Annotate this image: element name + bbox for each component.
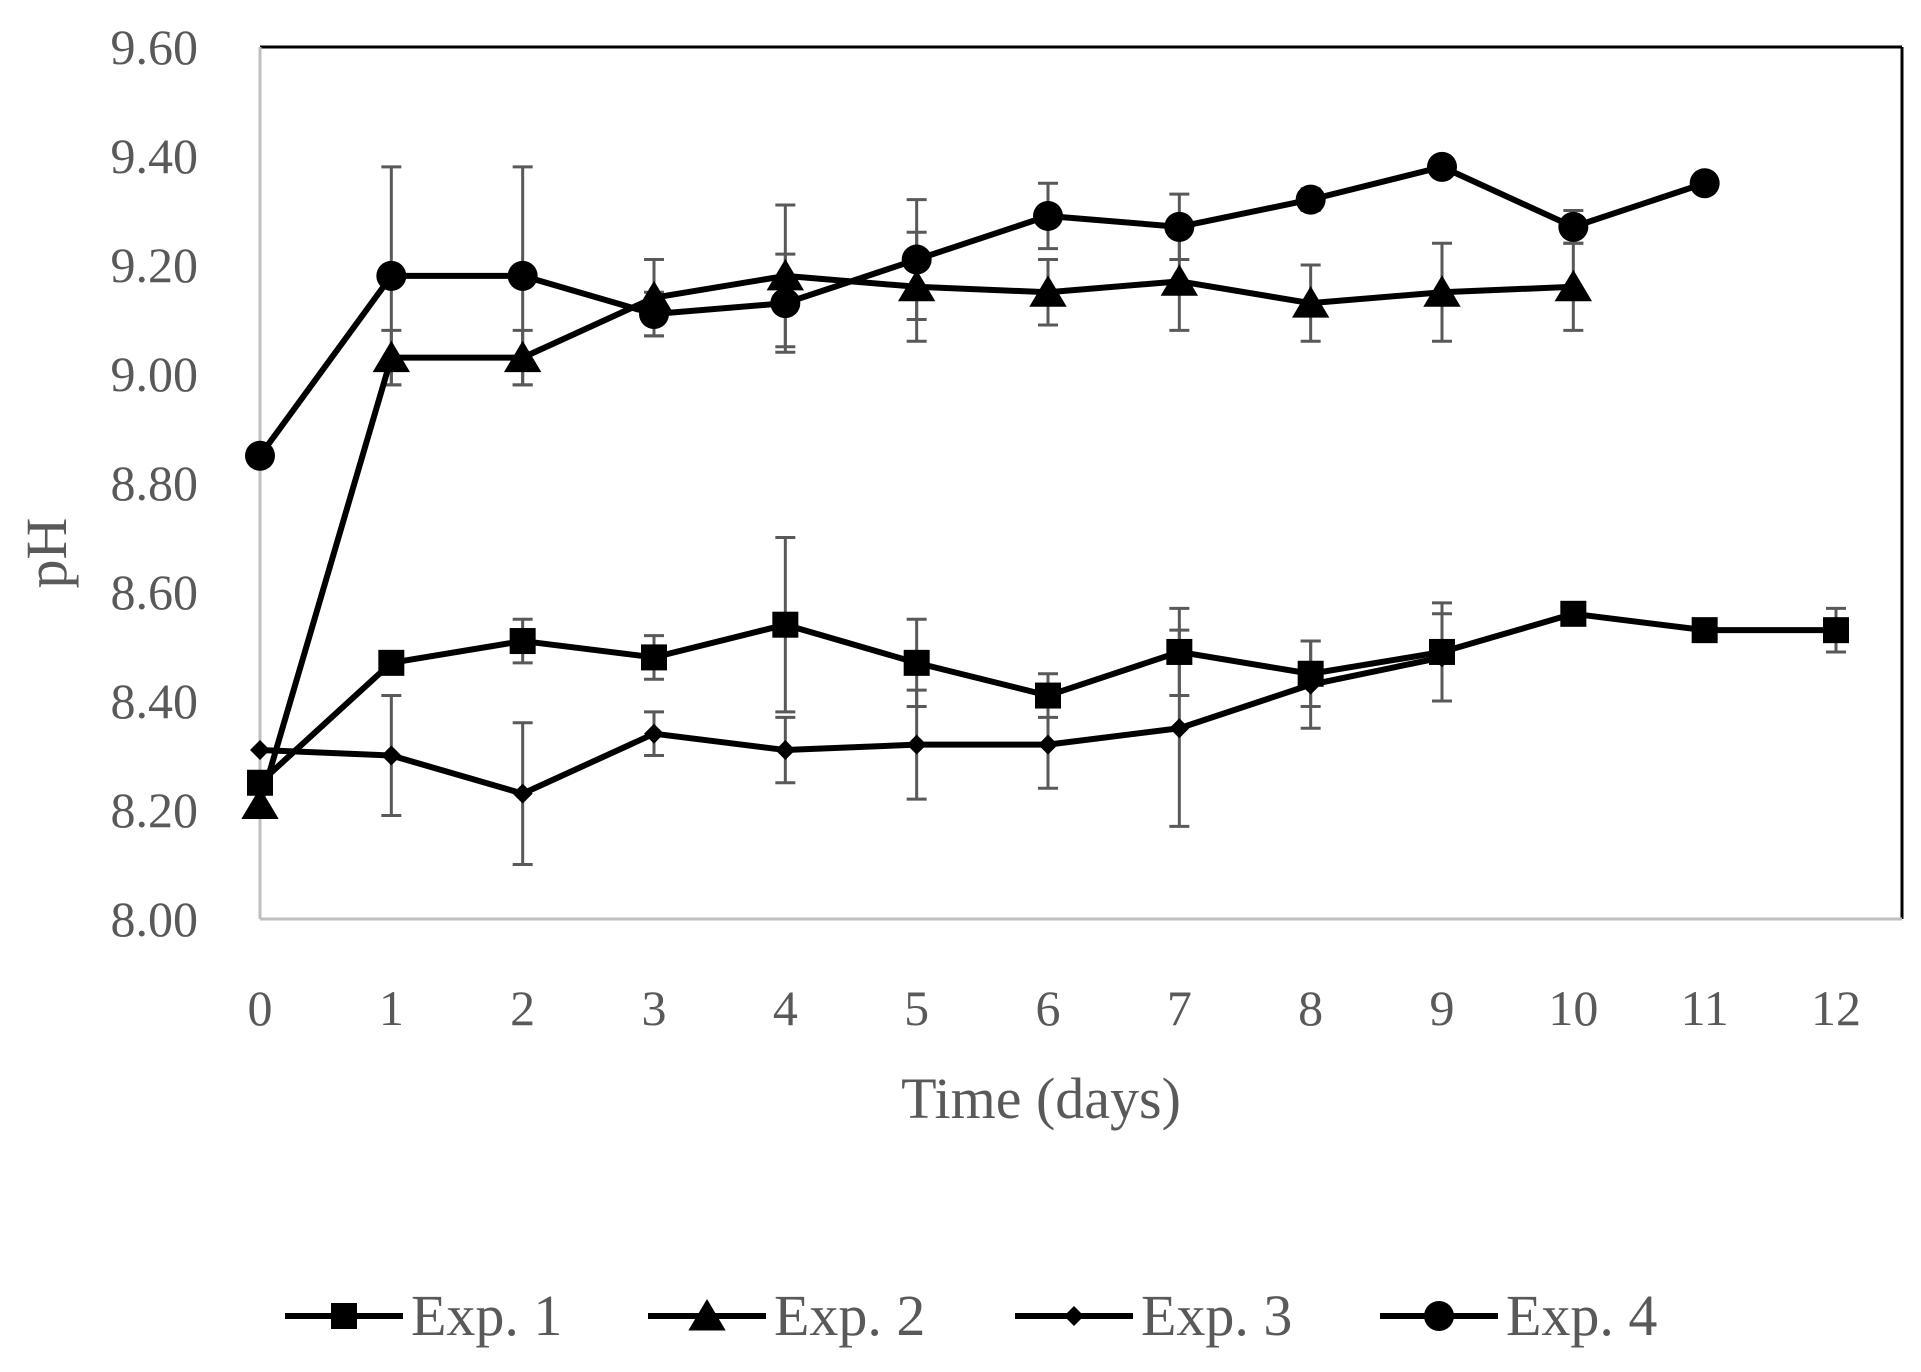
x-tick-label: 6 [1036,980,1061,1036]
series-2-point [897,269,936,302]
series-1-point [378,649,405,676]
x-tick-label: 4 [773,980,798,1036]
x-tick-label: 11 [1681,980,1729,1036]
series-4-point [1689,168,1720,199]
series-2-point [1029,275,1067,307]
legend-item-3-label: Exp. 3 [1141,1283,1292,1348]
series-4-point [1427,151,1457,182]
series-2-point [1160,264,1199,296]
series-4-point [507,260,538,291]
y-tick-label: 8.00 [111,891,199,947]
x-tick-label: 3 [642,980,667,1036]
series-1-point [772,611,799,638]
series-markers [241,151,1849,819]
x-tick-label: 1 [379,980,404,1036]
series-2-point [372,340,411,373]
series-4-point [901,244,932,275]
series-4-line [257,163,1706,458]
legend-item-2-label: Exp. 2 [774,1283,925,1348]
series-2-point [1554,269,1593,302]
legend-item-4-marker [1424,1301,1454,1331]
series-3-point [250,740,270,761]
series-3-point [644,723,664,744]
y-tick-label: 9.60 [111,19,199,75]
y-tick-label: 8.40 [111,673,199,729]
series-4-point [639,299,669,330]
series-4-point [376,260,407,291]
series-2-point [241,787,279,819]
x-tick-label: 5 [904,980,929,1036]
y-tick-label: 8.80 [111,455,199,511]
series-3-line [259,654,1443,797]
series-1-point [1560,600,1587,627]
series-2-point [1423,275,1461,307]
series-1-point [1035,682,1061,709]
y-tick-label: 9.40 [111,128,199,184]
series-1-point [903,649,930,676]
x-axis-ticks: 0 1 2 3 4 5 6 7 8 9 10 11 12 [248,980,1862,1036]
series-4-point [1558,211,1589,242]
series-3-point [1432,647,1452,668]
series-2-point [1291,286,1330,318]
legend-item-1-label: Exp. 1 [411,1283,562,1348]
x-tick-label: 8 [1298,980,1323,1036]
legend-item-1-marker [331,1303,357,1329]
legend-item-2-marker [688,1299,726,1331]
series-4-point [1033,200,1063,231]
series-4-point [770,288,801,319]
series-2-point [503,340,542,373]
series-3-point [906,734,927,755]
series-1-point [1166,638,1193,665]
series-2-point [766,258,805,291]
x-tick-label: 9 [1430,980,1455,1036]
x-tick-label: 10 [1548,980,1598,1036]
y-axis-ticks: 8.00 8.20 8.40 8.60 8.80 9.00 9.20 9.40 9.60 [111,19,199,947]
legend-item-4-label: Exp. 4 [1506,1283,1657,1348]
series-3-point [1038,734,1058,755]
y-tick-label: 9.20 [111,237,199,293]
plot-frame [258,45,1904,921]
series-3-point [1169,718,1190,739]
series-4-point [1295,184,1326,215]
series-1-point [1691,617,1718,644]
series-4-point [245,440,275,471]
x-tick-label: 2 [510,980,535,1036]
series-4-point [1164,211,1195,242]
series-3-point [381,745,402,766]
y-tick-label: 9.00 [111,346,199,402]
series-1-point [1823,617,1849,644]
legend-item-3-marker [1064,1306,1084,1326]
series-1-point [641,644,667,671]
series-3-point [1300,674,1321,695]
series-3-point [512,783,533,804]
legend: Exp. 1 Exp. 2 Exp. 3 Exp. 4 [285,1283,1657,1348]
y-axis-title: pH [14,518,79,589]
y-tick-label: 8.60 [111,564,199,620]
series-1-point [509,628,536,655]
x-tick-label: 0 [248,980,273,1036]
x-axis-title: Time (days) [901,1066,1181,1131]
x-tick-label: 12 [1811,980,1861,1036]
series-3-point [775,740,796,761]
x-tick-label: 7 [1167,980,1192,1036]
y-tick-label: 8.20 [111,782,199,838]
